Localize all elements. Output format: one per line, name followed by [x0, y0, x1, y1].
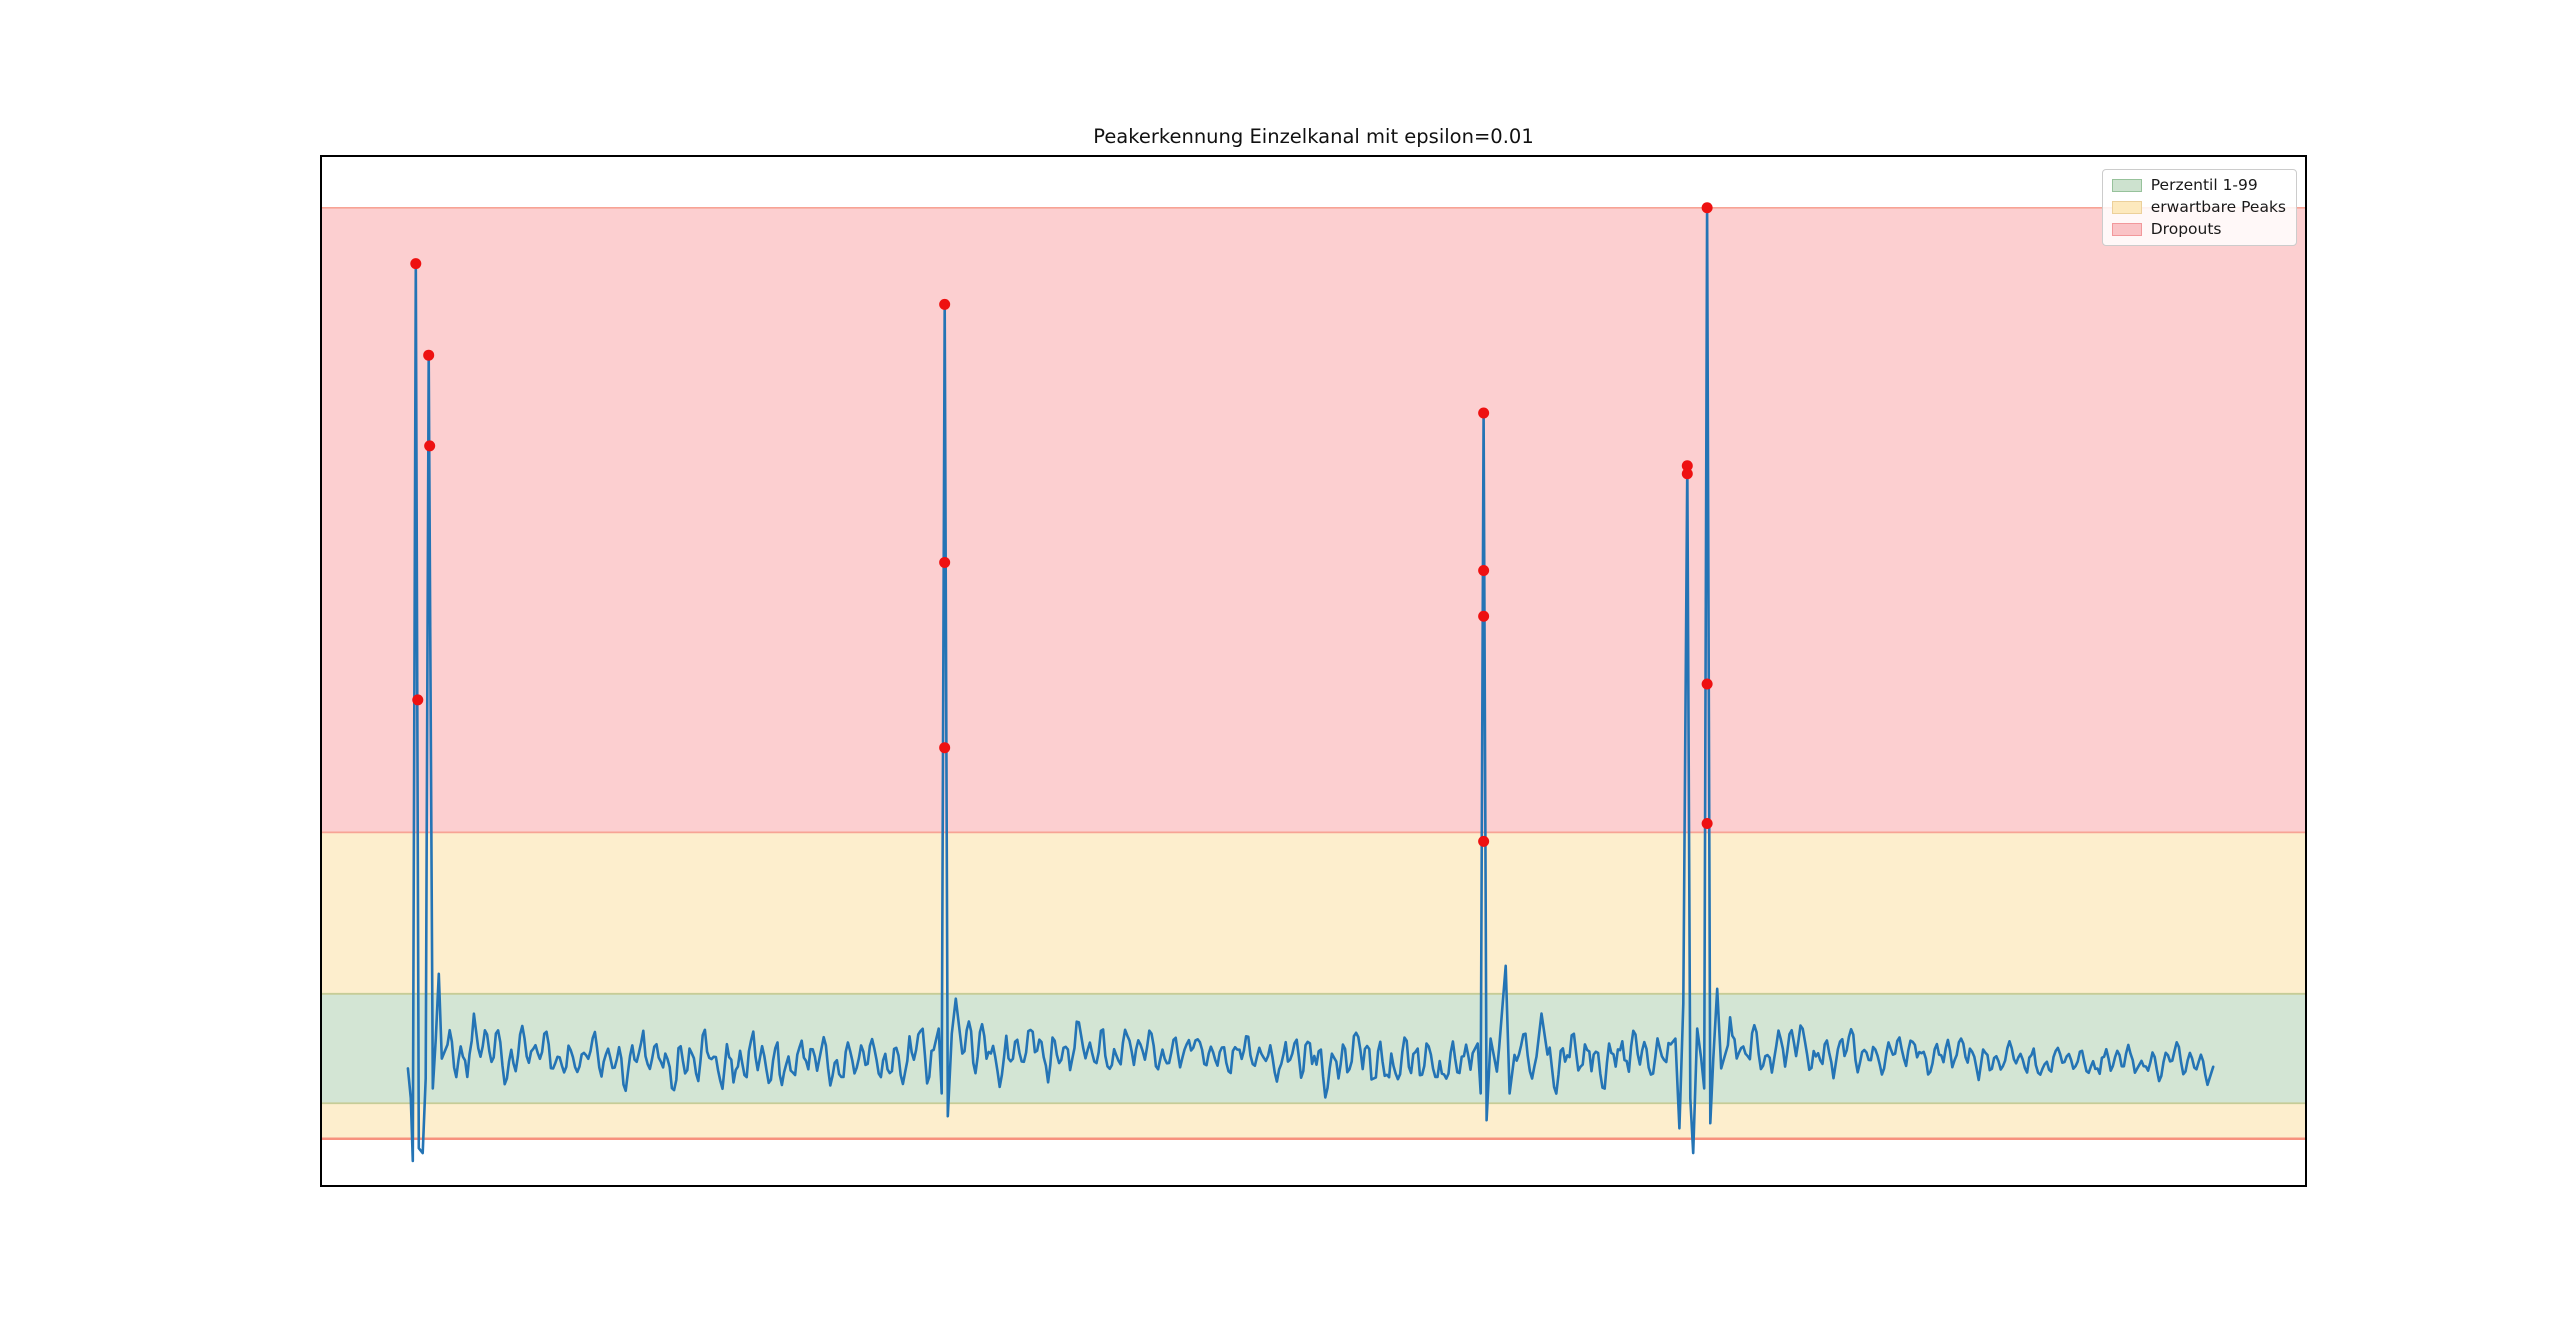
legend-label: erwartbare Peaks [2150, 198, 2286, 216]
green-band-swatch-icon [2111, 179, 2142, 192]
legend-item-perzentil: Perzentil 1-99 [2111, 176, 2286, 194]
legend: Perzentil 1-99 erwartbare Peaks Dropouts [2101, 169, 2297, 246]
legend-label: Dropouts [2150, 220, 2222, 238]
legend-item-erwartbare-peaks: erwartbare Peaks [2111, 198, 2286, 216]
legend-label: Perzentil 1-99 [2150, 176, 2258, 194]
chart-title: Peakerkennung Einzelkanal mit epsilon=0.… [1093, 125, 1534, 148]
yellow-band-swatch-icon [2111, 201, 2142, 214]
plot-area: Perzentil 1-99 erwartbare Peaks Dropouts [320, 155, 2307, 1187]
plot-canvas [322, 202, 2305, 1163]
legend-item-dropouts: Dropouts [2111, 220, 2286, 238]
red-band-swatch-icon [2111, 223, 2142, 236]
